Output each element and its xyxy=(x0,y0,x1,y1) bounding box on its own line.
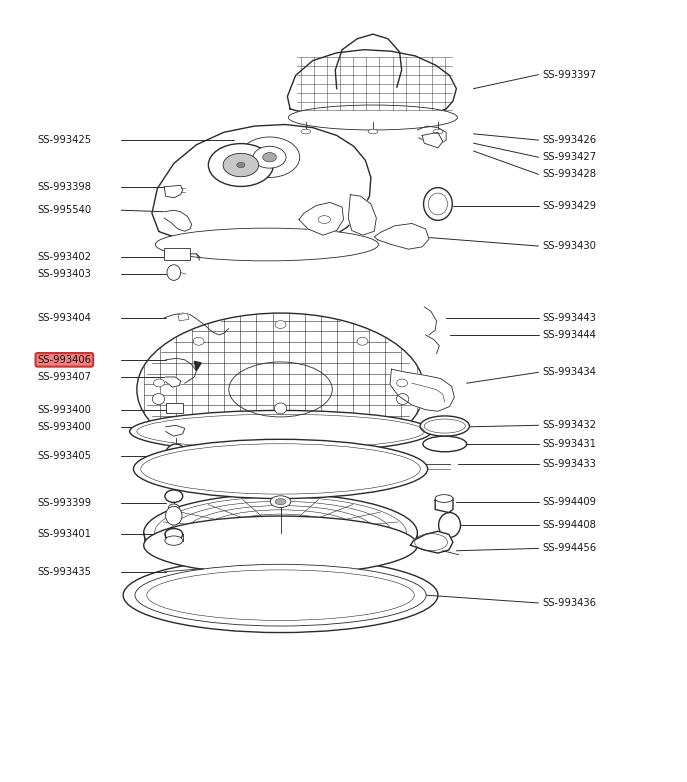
Text: SS-993434: SS-993434 xyxy=(542,368,596,377)
FancyBboxPatch shape xyxy=(164,248,190,260)
Ellipse shape xyxy=(130,411,431,453)
Circle shape xyxy=(167,265,181,281)
Text: SS-993428: SS-993428 xyxy=(542,170,596,179)
Text: SS-993435: SS-993435 xyxy=(37,567,91,577)
Polygon shape xyxy=(287,50,456,118)
Ellipse shape xyxy=(420,416,469,436)
Text: SS-993398: SS-993398 xyxy=(37,182,91,192)
Ellipse shape xyxy=(301,129,311,134)
Ellipse shape xyxy=(223,153,259,177)
Polygon shape xyxy=(435,496,453,512)
Polygon shape xyxy=(348,195,376,235)
Polygon shape xyxy=(166,377,181,387)
Ellipse shape xyxy=(433,129,442,134)
Text: SS-993402: SS-993402 xyxy=(37,252,91,262)
Text: SS-993397: SS-993397 xyxy=(542,70,596,80)
Polygon shape xyxy=(166,425,185,436)
Polygon shape xyxy=(374,224,429,249)
Text: SS-993426: SS-993426 xyxy=(542,135,596,145)
Text: SS-993400: SS-993400 xyxy=(37,421,91,432)
Ellipse shape xyxy=(153,393,165,404)
Ellipse shape xyxy=(262,152,276,162)
Ellipse shape xyxy=(137,313,425,466)
Circle shape xyxy=(170,450,181,463)
Ellipse shape xyxy=(318,216,330,224)
Ellipse shape xyxy=(165,529,183,540)
Text: SS-993407: SS-993407 xyxy=(37,372,91,382)
Text: SS-993436: SS-993436 xyxy=(542,598,596,608)
Text: SS-994409: SS-994409 xyxy=(542,497,596,507)
Text: SS-993432: SS-993432 xyxy=(542,420,596,430)
Text: SS-993431: SS-993431 xyxy=(542,439,596,449)
Ellipse shape xyxy=(240,137,300,178)
Ellipse shape xyxy=(289,105,458,130)
Text: SS-993403: SS-993403 xyxy=(37,269,91,279)
Ellipse shape xyxy=(275,321,286,328)
Ellipse shape xyxy=(428,193,447,215)
Ellipse shape xyxy=(423,436,466,452)
Ellipse shape xyxy=(274,403,286,414)
Ellipse shape xyxy=(123,558,438,633)
Text: SS-993425: SS-993425 xyxy=(37,135,91,145)
Ellipse shape xyxy=(165,536,183,545)
Circle shape xyxy=(165,444,187,469)
Text: SS-993404: SS-993404 xyxy=(37,313,91,323)
Text: SS-993443: SS-993443 xyxy=(542,313,596,323)
Ellipse shape xyxy=(396,379,407,387)
Ellipse shape xyxy=(155,228,379,261)
Text: SS-993405: SS-993405 xyxy=(37,451,91,461)
Ellipse shape xyxy=(193,337,204,345)
Text: SS-994456: SS-994456 xyxy=(542,543,596,554)
Polygon shape xyxy=(423,132,442,148)
Ellipse shape xyxy=(237,163,245,168)
Polygon shape xyxy=(194,361,201,371)
Polygon shape xyxy=(299,203,344,235)
Polygon shape xyxy=(164,210,192,231)
Ellipse shape xyxy=(254,146,286,168)
Polygon shape xyxy=(390,369,454,411)
Ellipse shape xyxy=(144,516,418,575)
Text: SS-994408: SS-994408 xyxy=(542,520,596,530)
Polygon shape xyxy=(167,463,185,468)
Text: SS-993444: SS-993444 xyxy=(542,330,596,340)
Ellipse shape xyxy=(135,565,426,626)
Ellipse shape xyxy=(133,439,428,499)
Circle shape xyxy=(166,506,182,525)
Polygon shape xyxy=(411,531,453,553)
Text: SS-993399: SS-993399 xyxy=(37,498,91,508)
Ellipse shape xyxy=(165,490,183,502)
Ellipse shape xyxy=(270,496,291,508)
Text: SS-995540: SS-995540 xyxy=(37,205,91,215)
Ellipse shape xyxy=(368,129,378,134)
FancyBboxPatch shape xyxy=(166,404,183,413)
Ellipse shape xyxy=(168,504,179,511)
Ellipse shape xyxy=(144,494,418,572)
Polygon shape xyxy=(152,124,371,251)
Ellipse shape xyxy=(357,337,368,345)
Text: SS-993430: SS-993430 xyxy=(542,241,596,251)
Text: SS-993406: SS-993406 xyxy=(37,355,91,365)
Text: SS-993401: SS-993401 xyxy=(37,529,91,540)
Polygon shape xyxy=(164,185,183,198)
Text: SS-993433: SS-993433 xyxy=(542,459,596,469)
Ellipse shape xyxy=(154,379,164,387)
Text: SS-993400: SS-993400 xyxy=(37,405,91,414)
Circle shape xyxy=(438,512,460,537)
Ellipse shape xyxy=(435,495,453,502)
Ellipse shape xyxy=(424,188,452,221)
Text: SS-993427: SS-993427 xyxy=(542,152,596,162)
Polygon shape xyxy=(178,313,189,321)
Ellipse shape xyxy=(396,393,409,404)
Ellipse shape xyxy=(275,499,286,504)
Text: SS-993429: SS-993429 xyxy=(542,200,596,210)
Ellipse shape xyxy=(208,144,273,186)
